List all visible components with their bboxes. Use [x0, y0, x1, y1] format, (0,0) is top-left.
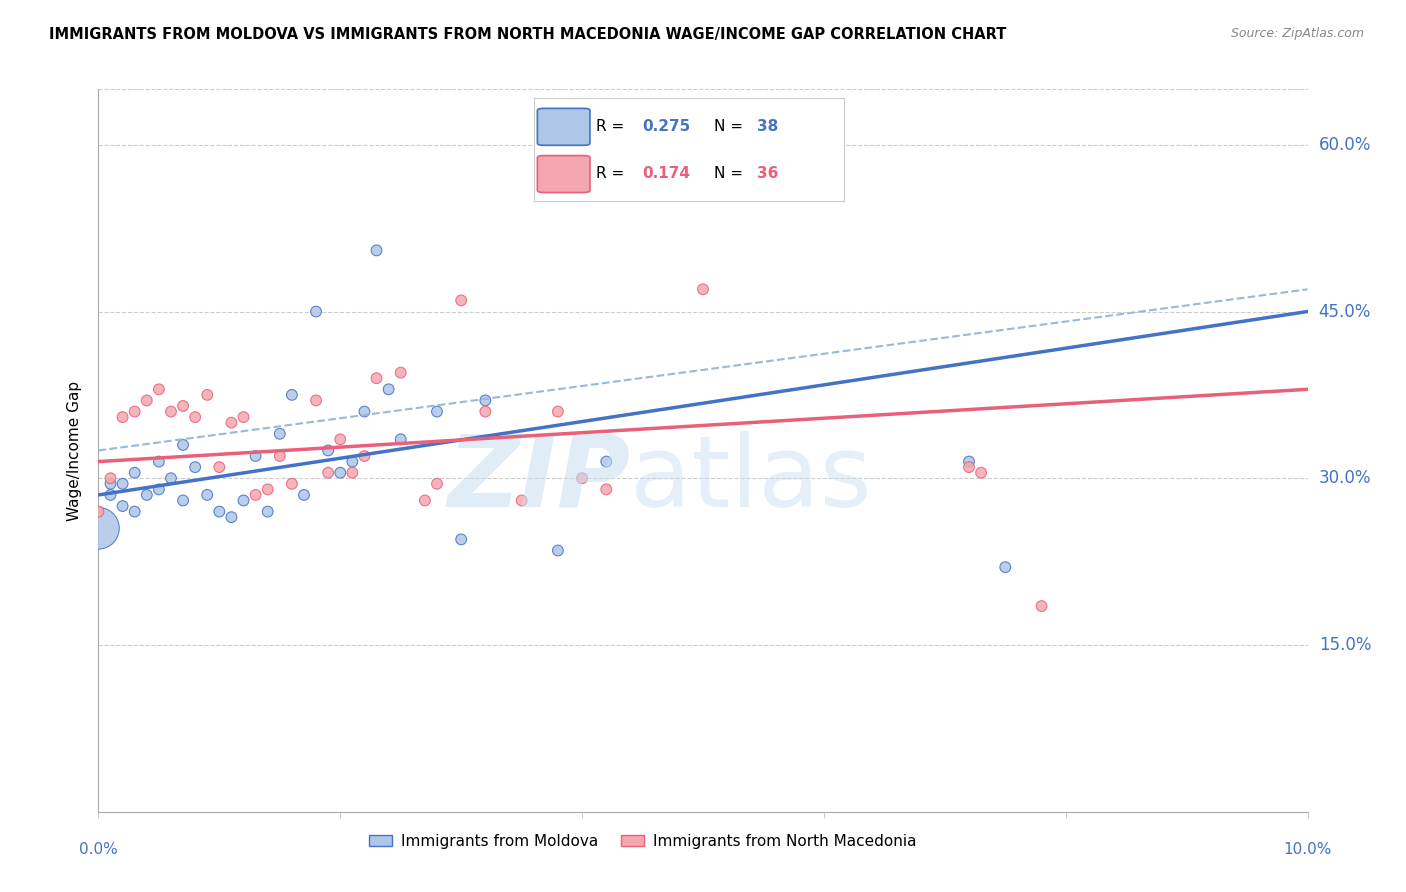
- Text: R =: R =: [596, 166, 630, 180]
- Point: [148, 382, 170, 396]
- Point: [353, 404, 375, 418]
- Point: [316, 443, 339, 458]
- Point: [245, 488, 267, 502]
- Point: [269, 426, 291, 441]
- Point: [100, 488, 122, 502]
- Text: Source: ZipAtlas.com: Source: ZipAtlas.com: [1230, 27, 1364, 40]
- Point: [994, 560, 1017, 574]
- Point: [172, 493, 194, 508]
- Point: [111, 499, 134, 513]
- Point: [148, 483, 170, 497]
- Point: [208, 505, 231, 519]
- Point: [124, 505, 146, 519]
- Point: [413, 493, 436, 508]
- Text: 36: 36: [756, 166, 779, 180]
- Point: [232, 410, 254, 425]
- Point: [450, 293, 472, 308]
- Point: [148, 454, 170, 468]
- Point: [389, 433, 412, 447]
- Point: [547, 404, 569, 418]
- Point: [474, 393, 496, 408]
- Point: [377, 382, 399, 396]
- Point: [100, 471, 122, 485]
- Point: [135, 488, 157, 502]
- Point: [135, 393, 157, 408]
- Point: [221, 510, 243, 524]
- Point: [305, 304, 328, 318]
- Point: [957, 460, 980, 475]
- Text: 60.0%: 60.0%: [1319, 136, 1371, 153]
- Text: ZIP: ZIP: [447, 431, 630, 528]
- Point: [160, 404, 183, 418]
- Point: [329, 466, 352, 480]
- Point: [571, 471, 593, 485]
- Point: [366, 371, 388, 385]
- Point: [195, 388, 218, 402]
- Text: 45.0%: 45.0%: [1319, 302, 1371, 320]
- Point: [87, 505, 110, 519]
- Point: [292, 488, 315, 502]
- Point: [256, 483, 278, 497]
- Text: atlas: atlas: [630, 431, 872, 528]
- Text: N =: N =: [714, 120, 748, 135]
- Point: [281, 476, 304, 491]
- Point: [269, 449, 291, 463]
- Point: [172, 438, 194, 452]
- Point: [547, 543, 569, 558]
- Point: [957, 454, 980, 468]
- Point: [208, 460, 231, 475]
- Point: [1031, 599, 1053, 613]
- Point: [172, 399, 194, 413]
- Point: [111, 410, 134, 425]
- Text: 15.0%: 15.0%: [1319, 636, 1371, 654]
- Point: [595, 454, 617, 468]
- Y-axis label: Wage/Income Gap: Wage/Income Gap: [67, 380, 83, 521]
- Point: [111, 476, 134, 491]
- Point: [124, 466, 146, 480]
- Point: [256, 505, 278, 519]
- Point: [184, 460, 207, 475]
- Point: [342, 466, 364, 480]
- Text: 38: 38: [756, 120, 779, 135]
- Text: 10.0%: 10.0%: [1284, 842, 1331, 857]
- Point: [426, 404, 449, 418]
- Text: N =: N =: [714, 166, 748, 180]
- Point: [970, 466, 993, 480]
- FancyBboxPatch shape: [537, 155, 591, 193]
- Point: [245, 449, 267, 463]
- Point: [692, 282, 714, 296]
- Point: [329, 433, 352, 447]
- Text: R =: R =: [596, 120, 630, 135]
- Point: [426, 476, 449, 491]
- Point: [474, 404, 496, 418]
- Point: [195, 488, 218, 502]
- Text: 0.275: 0.275: [643, 120, 690, 135]
- Point: [160, 471, 183, 485]
- Point: [510, 493, 533, 508]
- Point: [595, 483, 617, 497]
- Point: [342, 454, 364, 468]
- Point: [316, 466, 339, 480]
- Point: [87, 521, 110, 535]
- Point: [353, 449, 375, 463]
- Point: [366, 244, 388, 258]
- Point: [232, 493, 254, 508]
- Point: [281, 388, 304, 402]
- Point: [124, 404, 146, 418]
- Text: 0.0%: 0.0%: [79, 842, 118, 857]
- Text: 0.174: 0.174: [643, 166, 690, 180]
- Point: [305, 393, 328, 408]
- Point: [184, 410, 207, 425]
- Text: IMMIGRANTS FROM MOLDOVA VS IMMIGRANTS FROM NORTH MACEDONIA WAGE/INCOME GAP CORRE: IMMIGRANTS FROM MOLDOVA VS IMMIGRANTS FR…: [49, 27, 1007, 42]
- Point: [450, 533, 472, 547]
- Point: [389, 366, 412, 380]
- Point: [100, 476, 122, 491]
- Legend: Immigrants from Moldova, Immigrants from North Macedonia: Immigrants from Moldova, Immigrants from…: [363, 828, 922, 855]
- Text: 30.0%: 30.0%: [1319, 469, 1371, 487]
- FancyBboxPatch shape: [537, 109, 591, 145]
- Point: [221, 416, 243, 430]
